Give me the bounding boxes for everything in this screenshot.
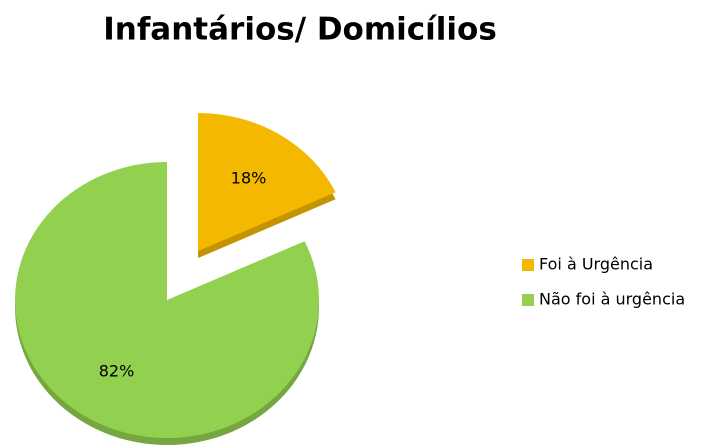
slice xyxy=(15,162,320,438)
legend-label: Não foi à urgência xyxy=(539,290,685,309)
data-label: 18% xyxy=(231,168,267,187)
slice xyxy=(198,113,336,252)
legend-swatch xyxy=(522,259,534,271)
legend-swatch xyxy=(522,294,534,306)
chart-title: Infantários/ Domicílios xyxy=(103,12,497,48)
data-label: 82% xyxy=(99,362,135,381)
legend-label: Foi à Urgência xyxy=(539,255,653,274)
